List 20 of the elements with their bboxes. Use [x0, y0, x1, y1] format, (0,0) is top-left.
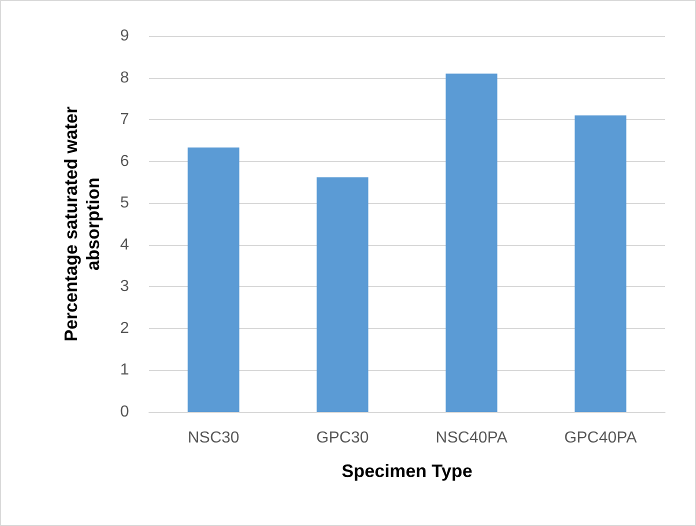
- x-tick-label: NSC30: [188, 430, 240, 446]
- y-axis-title: Percentage saturated water absorption: [61, 106, 103, 342]
- y-tick-label: 1: [120, 362, 130, 379]
- bar: [446, 74, 498, 412]
- bar: [188, 148, 240, 412]
- x-tick-label: NSC40PA: [436, 430, 508, 446]
- x-tick-label: GPC40PA: [564, 430, 638, 446]
- bar: [316, 177, 368, 412]
- y-tick-label: 4: [120, 236, 130, 254]
- bar: [574, 115, 626, 412]
- y-tick-label: 5: [120, 194, 130, 212]
- y-tick-label: 2: [120, 320, 130, 337]
- y-tick-label: 9: [120, 28, 130, 44]
- y-tick-label: 7: [120, 111, 130, 128]
- y-tick-label: 3: [120, 278, 130, 296]
- x-axis-title: Specimen Type: [342, 461, 472, 481]
- x-tick-label: GPC30: [316, 430, 369, 446]
- y-tick-label: 6: [120, 152, 130, 170]
- y-tick-label: 8: [120, 69, 130, 86]
- y-tick-label: 0: [120, 404, 130, 420]
